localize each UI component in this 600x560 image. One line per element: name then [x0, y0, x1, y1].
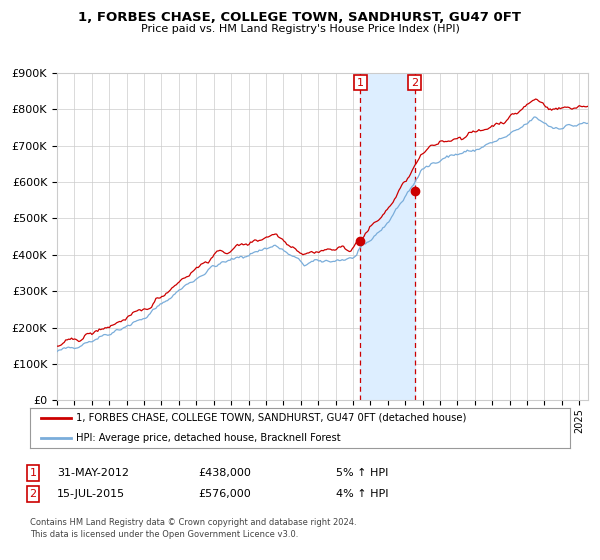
Text: 1: 1	[357, 78, 364, 88]
Bar	[360, 73, 415, 400]
Text: 1: 1	[29, 468, 37, 478]
Text: 31-MAY-2012: 31-MAY-2012	[57, 468, 129, 478]
Text: £576,000: £576,000	[198, 489, 251, 499]
Text: 1, FORBES CHASE, COLLEGE TOWN, SANDHURST, GU47 0FT: 1, FORBES CHASE, COLLEGE TOWN, SANDHURST…	[79, 11, 521, 24]
Text: Price paid vs. HM Land Registry's House Price Index (HPI): Price paid vs. HM Land Registry's House …	[140, 24, 460, 34]
Text: 1, FORBES CHASE, COLLEGE TOWN, SANDHURST, GU47 0FT (detached house): 1, FORBES CHASE, COLLEGE TOWN, SANDHURST…	[76, 413, 466, 423]
Text: 2: 2	[411, 78, 418, 88]
Text: 4% ↑ HPI: 4% ↑ HPI	[336, 489, 389, 499]
Text: 5% ↑ HPI: 5% ↑ HPI	[336, 468, 388, 478]
Text: 2: 2	[29, 489, 37, 499]
Text: HPI: Average price, detached house, Bracknell Forest: HPI: Average price, detached house, Brac…	[76, 433, 341, 443]
Text: £438,000: £438,000	[198, 468, 251, 478]
Text: Contains HM Land Registry data © Crown copyright and database right 2024.
This d: Contains HM Land Registry data © Crown c…	[30, 518, 356, 539]
Text: 15-JUL-2015: 15-JUL-2015	[57, 489, 125, 499]
